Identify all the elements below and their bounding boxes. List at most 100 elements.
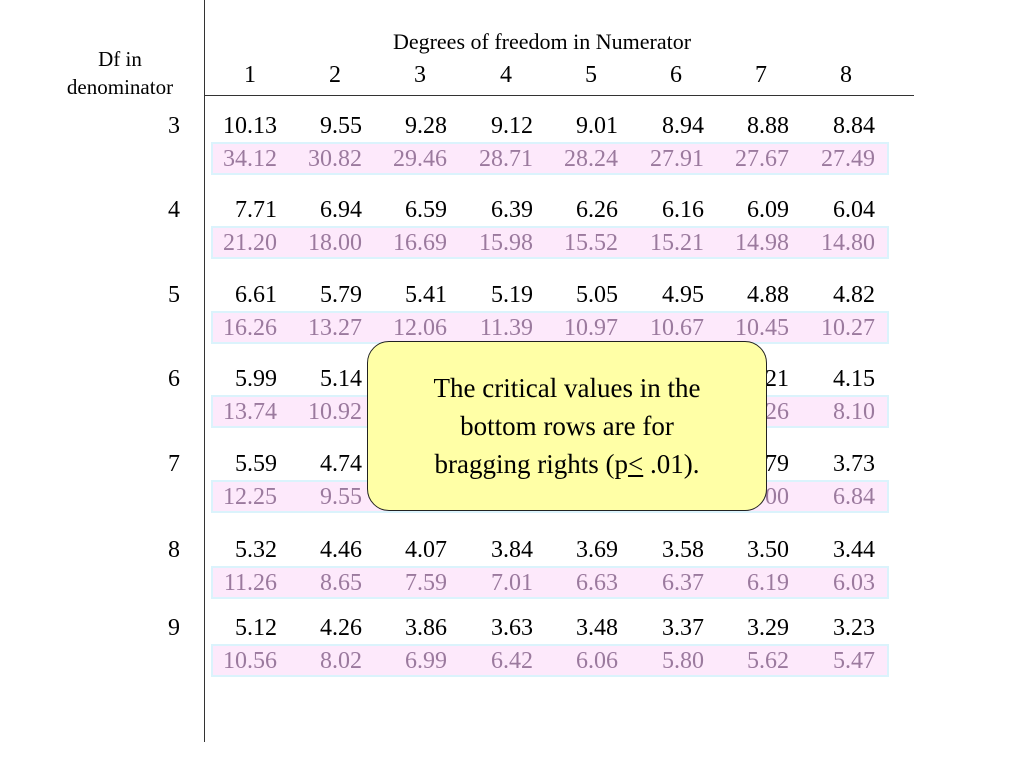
row-p05-df-7: 5.59 4.74 79 3.73 [0,449,1024,479]
cell-p05: 4.26 [320,615,362,641]
row-label-df-8: 8 [168,537,180,563]
cell-p01: 28.71 [479,146,533,172]
cell-p01: 14.80 [821,230,875,256]
column-header-1: 1 [244,62,256,88]
cell-p05: 5.05 [576,282,618,308]
cell-p01: 8.10 [833,399,875,425]
cell-p01: 8.65 [320,570,362,596]
stub-header: Df in denominator [40,45,200,101]
row-p01-df-3: 34.12 30.82 29.46 28.71 28.24 27.91 27.67 27.49 [211,142,889,175]
cell-p01: 15.21 [650,230,704,256]
cell-p05: 3.50 [747,537,789,563]
callout-line3-post: .01). [643,449,700,479]
cell-p05: 8.88 [747,113,789,139]
row-label-df-5: 5 [168,282,180,308]
cell-p05: 10.13 [223,113,277,139]
cell-p01: 12.06 [393,315,447,341]
cell-p05: 6.26 [576,197,618,223]
cell-p01: 34.12 [223,146,277,172]
cell-p01: 8.02 [320,648,362,674]
cell-p05: 5.32 [235,537,277,563]
cell-p05: 4.07 [405,537,447,563]
cell-p05: 3.37 [662,615,704,641]
cell-p01: 6.84 [833,484,875,510]
cell-p05: 3.86 [405,615,447,641]
cell-p05: 5.79 [320,282,362,308]
cell-p05: 6.59 [405,197,447,223]
cell-p05: 6.04 [833,197,875,223]
cell-p05: 4.46 [320,537,362,563]
cell-p01: 5.47 [833,648,875,674]
cell-p01: 27.49 [821,146,875,172]
cell-p01: 13.27 [308,315,362,341]
cell-p01: 6.03 [833,570,875,596]
cell-p05: 3.23 [833,615,875,641]
cell-p05: 6.61 [235,282,277,308]
cell-p05: 5.19 [491,282,533,308]
column-header-2: 2 [329,62,341,88]
cell-p05: 8.84 [833,113,875,139]
cell-p05: 3.48 [576,615,618,641]
callout-box: The critical values in the bottom rows a… [367,341,767,511]
cell-p01: 6.63 [576,570,618,596]
cell-p01: 6.37 [662,570,704,596]
cell-p01: 9.55 [320,484,362,510]
cell-p01: 10.45 [735,315,789,341]
cell-p05: 4.95 [662,282,704,308]
row-p01-df-5: 16.26 13.27 12.06 11.39 10.97 10.67 10.45 10.27 [211,311,889,344]
cell-p05: 4.82 [833,282,875,308]
cell-p05: 3.44 [833,537,875,563]
cell-p05: 3.69 [576,537,618,563]
row-label-df-3: 3 [168,113,180,139]
cell-p01: 16.26 [223,315,277,341]
row-p05-df-3: 10.13 9.55 9.28 9.12 9.01 8.94 8.88 8.84 [0,111,1024,141]
cell-p01: 21.20 [223,230,277,256]
vertical-divider [204,0,205,742]
cell-p05: 8.94 [662,113,704,139]
cell-p05: 5.41 [405,282,447,308]
cell-p01: 5.62 [747,648,789,674]
cell-p01: 11.26 [223,570,277,596]
cell-p01: 16.69 [393,230,447,256]
cell-p05: 21 [765,366,789,392]
callout-line3-symbol: < [627,449,644,479]
cell-p05: 6.16 [662,197,704,223]
cell-p01: 6.42 [491,648,533,674]
cell-p01: 30.82 [308,146,362,172]
cell-p01: 14.98 [735,230,789,256]
cell-p05: 3.73 [833,451,875,477]
column-header-5: 5 [585,62,597,88]
row-p05-df-6: 5.99 5.14 21 4.15 [0,364,1024,394]
cell-p05: 9.55 [320,113,362,139]
cell-p01: 10.92 [308,399,362,425]
stub-header-line1: Df in [98,47,142,71]
column-header-8: 8 [840,62,852,88]
cell-p01: 27.91 [650,146,704,172]
column-header-3: 3 [414,62,426,88]
cell-p05: 5.14 [320,366,362,392]
callout-line1: The critical values in the [433,373,701,403]
cell-p05: 6.09 [747,197,789,223]
cell-p05: 4.15 [833,366,875,392]
cell-p05: 6.39 [491,197,533,223]
column-header-7: 7 [755,62,767,88]
cell-p01: 7.01 [491,570,533,596]
row-label-df-4: 4 [168,197,180,223]
callout-line3-pre: bragging rights (p [434,449,628,479]
cell-p05: 3.63 [491,615,533,641]
row-p05-df-5: 6.61 5.79 5.41 5.19 5.05 4.95 4.88 4.82 [0,280,1024,310]
cell-p01: 12.25 [223,484,277,510]
cell-p05: 7.71 [235,197,277,223]
numerator-title: Degrees of freedom in Numerator [392,29,692,54]
cell-p01: 11.39 [479,315,533,341]
column-header-row: 1 2 3 4 5 6 7 8 [0,60,1024,90]
cell-p05: 6.94 [320,197,362,223]
cell-p01: 10.56 [223,648,277,674]
cell-p05: 3.84 [491,537,533,563]
cell-p01: 6.19 [747,570,789,596]
cell-p05: 3.58 [662,537,704,563]
row-p05-df-4: 7.71 6.94 6.59 6.39 6.26 6.16 6.09 6.04 [0,195,1024,225]
cell-p01: 27.67 [735,146,789,172]
cell-p01: 5.80 [662,648,704,674]
cell-p05: 9.12 [491,113,533,139]
